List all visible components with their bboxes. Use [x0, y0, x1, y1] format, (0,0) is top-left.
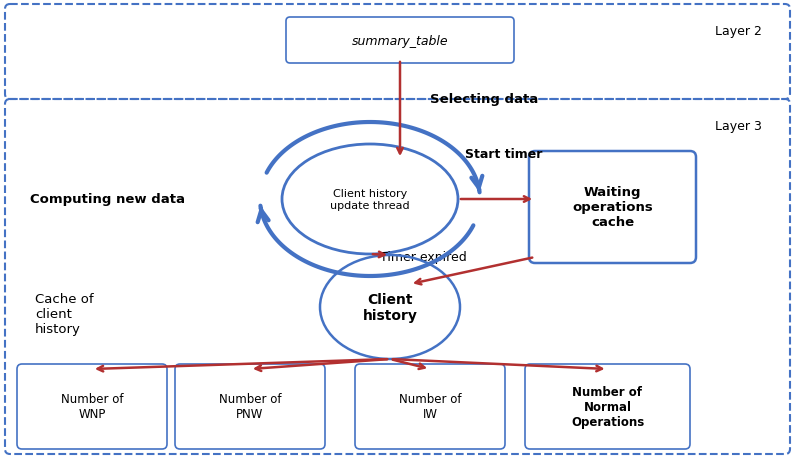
Text: Layer 2: Layer 2	[715, 25, 762, 38]
Text: Number of
Normal
Operations: Number of Normal Operations	[571, 385, 644, 428]
FancyBboxPatch shape	[355, 364, 505, 449]
Text: Timer expired: Timer expired	[380, 251, 467, 264]
Text: Cache of
client
history: Cache of client history	[35, 293, 94, 336]
Text: Number of
IW: Number of IW	[399, 392, 461, 420]
Text: Layer 3: Layer 3	[715, 120, 762, 133]
FancyBboxPatch shape	[17, 364, 167, 449]
Text: Client
history: Client history	[363, 292, 417, 322]
FancyBboxPatch shape	[175, 364, 325, 449]
Text: Number of
WNP: Number of WNP	[61, 392, 123, 420]
Text: Selecting data: Selecting data	[430, 93, 538, 106]
Text: Start timer: Start timer	[465, 148, 542, 161]
Text: Client history
update thread: Client history update thread	[330, 189, 410, 210]
FancyBboxPatch shape	[286, 18, 514, 64]
Text: Number of
PNW: Number of PNW	[219, 392, 281, 420]
Text: Computing new data: Computing new data	[30, 193, 185, 206]
FancyBboxPatch shape	[525, 364, 690, 449]
Text: Waiting
operations
cache: Waiting operations cache	[572, 186, 653, 229]
FancyBboxPatch shape	[529, 151, 696, 263]
Text: summary_table: summary_table	[352, 34, 449, 47]
